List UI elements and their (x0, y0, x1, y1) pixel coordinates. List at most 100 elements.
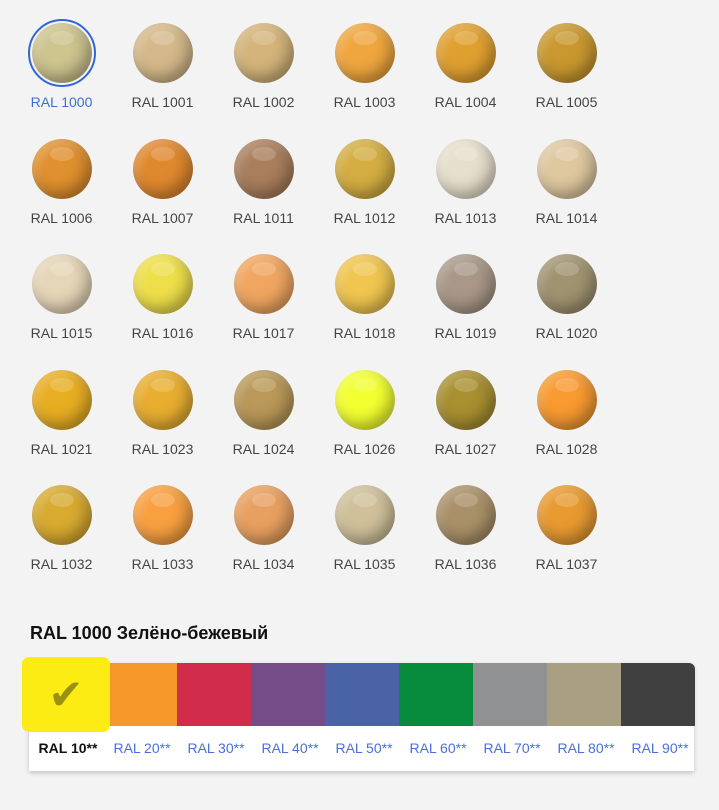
group-label[interactable]: RAL 70** (483, 740, 541, 756)
color-sphere[interactable] (133, 485, 193, 545)
group-swatch[interactable] (103, 663, 177, 726)
group-tab[interactable]: RAL 20** (103, 663, 177, 771)
swatch-item[interactable]: RAL 1011 (213, 138, 314, 254)
selected-group-check[interactable]: ✔ (22, 657, 110, 732)
group-swatch[interactable] (473, 663, 547, 726)
swatch-label: RAL 1004 (434, 94, 497, 110)
group-tab[interactable]: RAL 40** (251, 663, 325, 771)
color-sphere[interactable] (234, 138, 294, 199)
color-sphere[interactable] (537, 254, 597, 314)
group-label[interactable]: RAL 50** (335, 740, 393, 756)
group-tab[interactable]: RAL 80** (547, 663, 621, 771)
group-label[interactable]: RAL 20** (113, 740, 171, 756)
group-swatch[interactable] (251, 663, 325, 726)
color-sphere[interactable] (133, 369, 193, 430)
color-sphere[interactable] (436, 254, 496, 314)
swatch-label: RAL 1014 (535, 209, 598, 226)
color-sphere[interactable] (335, 369, 395, 430)
color-sphere[interactable] (234, 369, 294, 430)
swatch-item[interactable]: RAL 1004 (415, 23, 516, 138)
swatch-item[interactable]: RAL 1020 (516, 254, 617, 369)
group-label[interactable]: RAL 40** (261, 740, 319, 756)
swatch-item[interactable]: RAL 1012 (314, 138, 415, 254)
swatch-item[interactable]: RAL 1021 (11, 369, 112, 485)
color-sphere[interactable] (133, 23, 193, 83)
swatch-item[interactable]: RAL 1013 (415, 138, 516, 254)
swatch-label: RAL 1028 (535, 440, 598, 457)
group-swatch[interactable] (177, 663, 251, 726)
swatch-item[interactable]: RAL 1023 (112, 369, 213, 485)
color-sphere[interactable] (133, 254, 193, 314)
swatch-item[interactable]: RAL 1033 (112, 485, 213, 600)
swatch-label: RAL 1002 (232, 94, 295, 110)
swatch-label: RAL 1021 (30, 440, 93, 457)
group-label[interactable]: RAL 80** (557, 740, 615, 756)
color-sphere[interactable] (234, 485, 294, 545)
swatch-label: RAL 1001 (131, 94, 194, 110)
swatch-item[interactable]: RAL 1003 (314, 23, 415, 138)
color-sphere[interactable] (335, 485, 395, 545)
swatch-item[interactable]: RAL 1016 (112, 254, 213, 369)
selected-color-title: RAL 1000 Зелёно-бежевый (30, 623, 269, 643)
swatch-item[interactable]: RAL 1006 (11, 138, 112, 254)
swatch-item[interactable]: RAL 1037 (516, 485, 617, 600)
group-swatch[interactable] (399, 663, 473, 726)
swatch-label: RAL 1007 (131, 209, 194, 226)
swatch-item[interactable]: RAL 1024 (213, 369, 314, 485)
swatch-item[interactable]: RAL 1007 (112, 138, 213, 254)
color-sphere[interactable] (335, 138, 395, 199)
swatch-label: RAL 1023 (131, 440, 194, 457)
selected-ring (28, 19, 96, 87)
group-swatch[interactable] (621, 663, 695, 726)
swatch-item[interactable]: RAL 1002 (213, 23, 314, 138)
swatch-label: RAL 1016 (131, 325, 194, 341)
swatch-item[interactable]: RAL 1019 (415, 254, 516, 369)
color-sphere[interactable] (133, 138, 193, 199)
group-swatch[interactable] (325, 663, 399, 726)
group-tab[interactable]: RAL 30** (177, 663, 251, 771)
swatch-label: RAL 1036 (434, 556, 497, 572)
color-group-tabs: RAL 10** RAL 20** RAL 30** RAL 40** RAL 50**… (29, 663, 695, 771)
color-sphere[interactable] (32, 485, 92, 545)
group-label[interactable]: RAL 30** (187, 740, 245, 756)
swatch-item[interactable]: RAL 1034 (213, 485, 314, 600)
swatch-item[interactable]: RAL 1018 (314, 254, 415, 369)
color-sphere[interactable] (436, 23, 496, 83)
swatch-item[interactable]: RAL 1027 (415, 369, 516, 485)
group-label[interactable]: RAL 10** (38, 740, 98, 756)
color-sphere[interactable] (436, 485, 496, 545)
swatch-item[interactable]: RAL 1028 (516, 369, 617, 485)
group-tab[interactable]: RAL 70** (473, 663, 547, 771)
swatch-item[interactable]: RAL 1015 (11, 254, 112, 369)
color-sphere[interactable] (537, 138, 597, 199)
swatch-item[interactable]: RAL 1000 (11, 19, 112, 138)
color-sphere[interactable] (537, 485, 597, 545)
color-sphere[interactable] (32, 369, 92, 430)
group-swatch[interactable] (547, 663, 621, 726)
swatch-item[interactable]: RAL 1032 (11, 485, 112, 600)
color-sphere[interactable] (537, 23, 597, 83)
swatch-item[interactable]: RAL 1014 (516, 138, 617, 254)
swatch-item[interactable]: RAL 1035 (314, 485, 415, 600)
color-sphere[interactable] (436, 138, 496, 199)
swatch-item[interactable]: RAL 1001 (112, 23, 213, 138)
color-sphere[interactable] (32, 23, 92, 83)
color-sphere[interactable] (32, 254, 92, 314)
swatch-item[interactable]: RAL 1017 (213, 254, 314, 369)
swatch-label: RAL 1034 (232, 556, 295, 572)
group-tab[interactable]: RAL 50** (325, 663, 399, 771)
color-sphere[interactable] (32, 138, 92, 199)
color-sphere[interactable] (335, 23, 395, 83)
group-tab[interactable]: RAL 90** (621, 663, 695, 771)
color-sphere[interactable] (436, 369, 496, 430)
swatch-item[interactable]: RAL 1036 (415, 485, 516, 600)
group-tab[interactable]: RAL 60** (399, 663, 473, 771)
group-label[interactable]: RAL 90** (631, 740, 689, 756)
color-sphere[interactable] (234, 23, 294, 83)
group-label[interactable]: RAL 60** (409, 740, 467, 756)
color-sphere[interactable] (537, 369, 597, 430)
swatch-item[interactable]: RAL 1026 (314, 369, 415, 485)
swatch-item[interactable]: RAL 1005 (516, 23, 617, 138)
color-sphere[interactable] (335, 254, 395, 314)
color-sphere[interactable] (234, 254, 294, 314)
